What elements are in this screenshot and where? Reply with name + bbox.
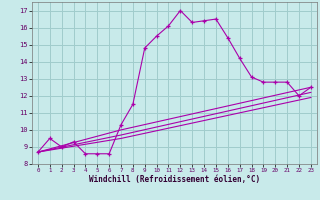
X-axis label: Windchill (Refroidissement éolien,°C): Windchill (Refroidissement éolien,°C): [89, 175, 260, 184]
